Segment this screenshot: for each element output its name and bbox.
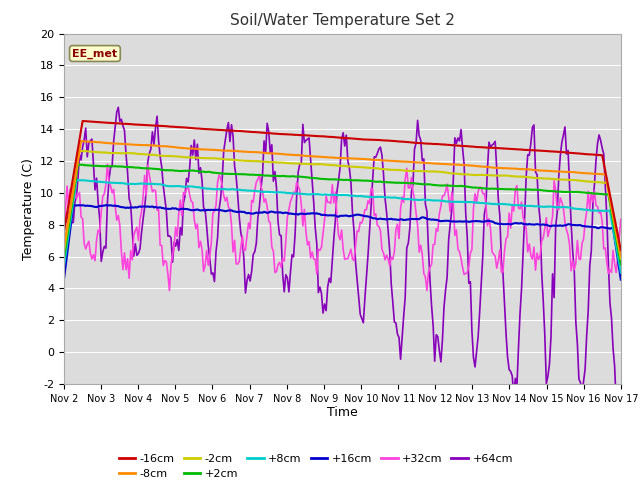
+8cm <box>72 177 80 183</box>
+64cm <box>588 248 595 253</box>
-8cm <box>130 142 138 148</box>
+2cm <box>305 175 313 180</box>
+16cm <box>255 210 263 216</box>
-16cm <box>617 247 625 253</box>
+8cm <box>588 208 595 214</box>
-2cm <box>617 256 625 262</box>
Line: -8cm: -8cm <box>64 141 621 255</box>
-8cm <box>228 148 236 154</box>
-8cm <box>617 252 625 258</box>
+16cm <box>228 207 236 213</box>
+2cm <box>79 162 86 168</box>
+8cm <box>617 270 625 276</box>
-8cm <box>305 153 313 159</box>
Title: Soil/Water Temperature Set 2: Soil/Water Temperature Set 2 <box>230 13 455 28</box>
+16cm <box>60 276 68 282</box>
+32cm <box>257 184 265 190</box>
+8cm <box>228 186 236 192</box>
+64cm <box>617 393 625 398</box>
-16cm <box>60 228 68 234</box>
+16cm <box>130 205 138 211</box>
+64cm <box>130 253 138 259</box>
-16cm <box>305 133 313 139</box>
+64cm <box>616 415 623 420</box>
-16cm <box>79 118 86 124</box>
Text: EE_met: EE_met <box>72 48 118 59</box>
+8cm <box>305 192 313 197</box>
-8cm <box>77 138 85 144</box>
X-axis label: Time: Time <box>327 407 358 420</box>
+2cm <box>255 172 263 178</box>
Y-axis label: Temperature (C): Temperature (C) <box>22 158 35 260</box>
+8cm <box>130 181 138 187</box>
-2cm <box>60 249 68 254</box>
-2cm <box>305 161 313 167</box>
-8cm <box>246 149 254 155</box>
+16cm <box>588 224 595 229</box>
+32cm <box>166 288 173 293</box>
+16cm <box>107 203 115 208</box>
-2cm <box>228 157 236 163</box>
-2cm <box>255 158 263 164</box>
+16cm <box>246 211 254 216</box>
-8cm <box>255 150 263 156</box>
+8cm <box>60 264 68 269</box>
-16cm <box>246 129 254 135</box>
+32cm <box>248 198 255 204</box>
-16cm <box>228 128 236 133</box>
-16cm <box>588 152 595 157</box>
+2cm <box>130 165 138 170</box>
+2cm <box>588 191 595 196</box>
-2cm <box>76 148 83 154</box>
+16cm <box>617 277 625 283</box>
+32cm <box>307 255 314 261</box>
+64cm <box>246 278 254 284</box>
+32cm <box>60 229 68 235</box>
+8cm <box>246 188 254 193</box>
-16cm <box>130 121 138 127</box>
+32cm <box>617 216 625 222</box>
-8cm <box>588 170 595 176</box>
+2cm <box>617 262 625 267</box>
+64cm <box>115 105 122 110</box>
+2cm <box>246 172 254 178</box>
Line: +32cm: +32cm <box>64 164 621 290</box>
+64cm <box>305 135 313 141</box>
+32cm <box>130 232 138 238</box>
-2cm <box>130 150 138 156</box>
-8cm <box>60 243 68 249</box>
+64cm <box>228 122 236 128</box>
Line: +2cm: +2cm <box>64 165 621 264</box>
-2cm <box>246 158 254 164</box>
+8cm <box>255 189 263 194</box>
+32cm <box>229 249 237 255</box>
Legend: -16cm, -8cm, -2cm, +2cm, +8cm, +16cm, +32cm, +64cm: -16cm, -8cm, -2cm, +2cm, +8cm, +16cm, +3… <box>114 449 518 480</box>
+2cm <box>228 171 236 177</box>
+32cm <box>104 161 111 167</box>
+32cm <box>589 199 596 205</box>
+2cm <box>60 255 68 261</box>
-2cm <box>588 179 595 185</box>
+64cm <box>255 204 263 209</box>
Line: +64cm: +64cm <box>64 108 621 418</box>
Line: -16cm: -16cm <box>64 121 621 250</box>
Line: +8cm: +8cm <box>64 180 621 273</box>
Line: +16cm: +16cm <box>64 205 621 280</box>
+16cm <box>305 211 313 216</box>
-16cm <box>255 130 263 135</box>
+64cm <box>60 204 68 210</box>
Line: -2cm: -2cm <box>64 151 621 259</box>
